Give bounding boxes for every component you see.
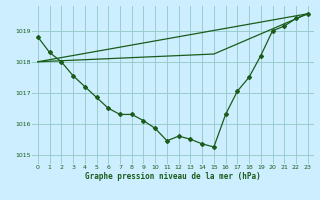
X-axis label: Graphe pression niveau de la mer (hPa): Graphe pression niveau de la mer (hPa) [85,172,261,181]
